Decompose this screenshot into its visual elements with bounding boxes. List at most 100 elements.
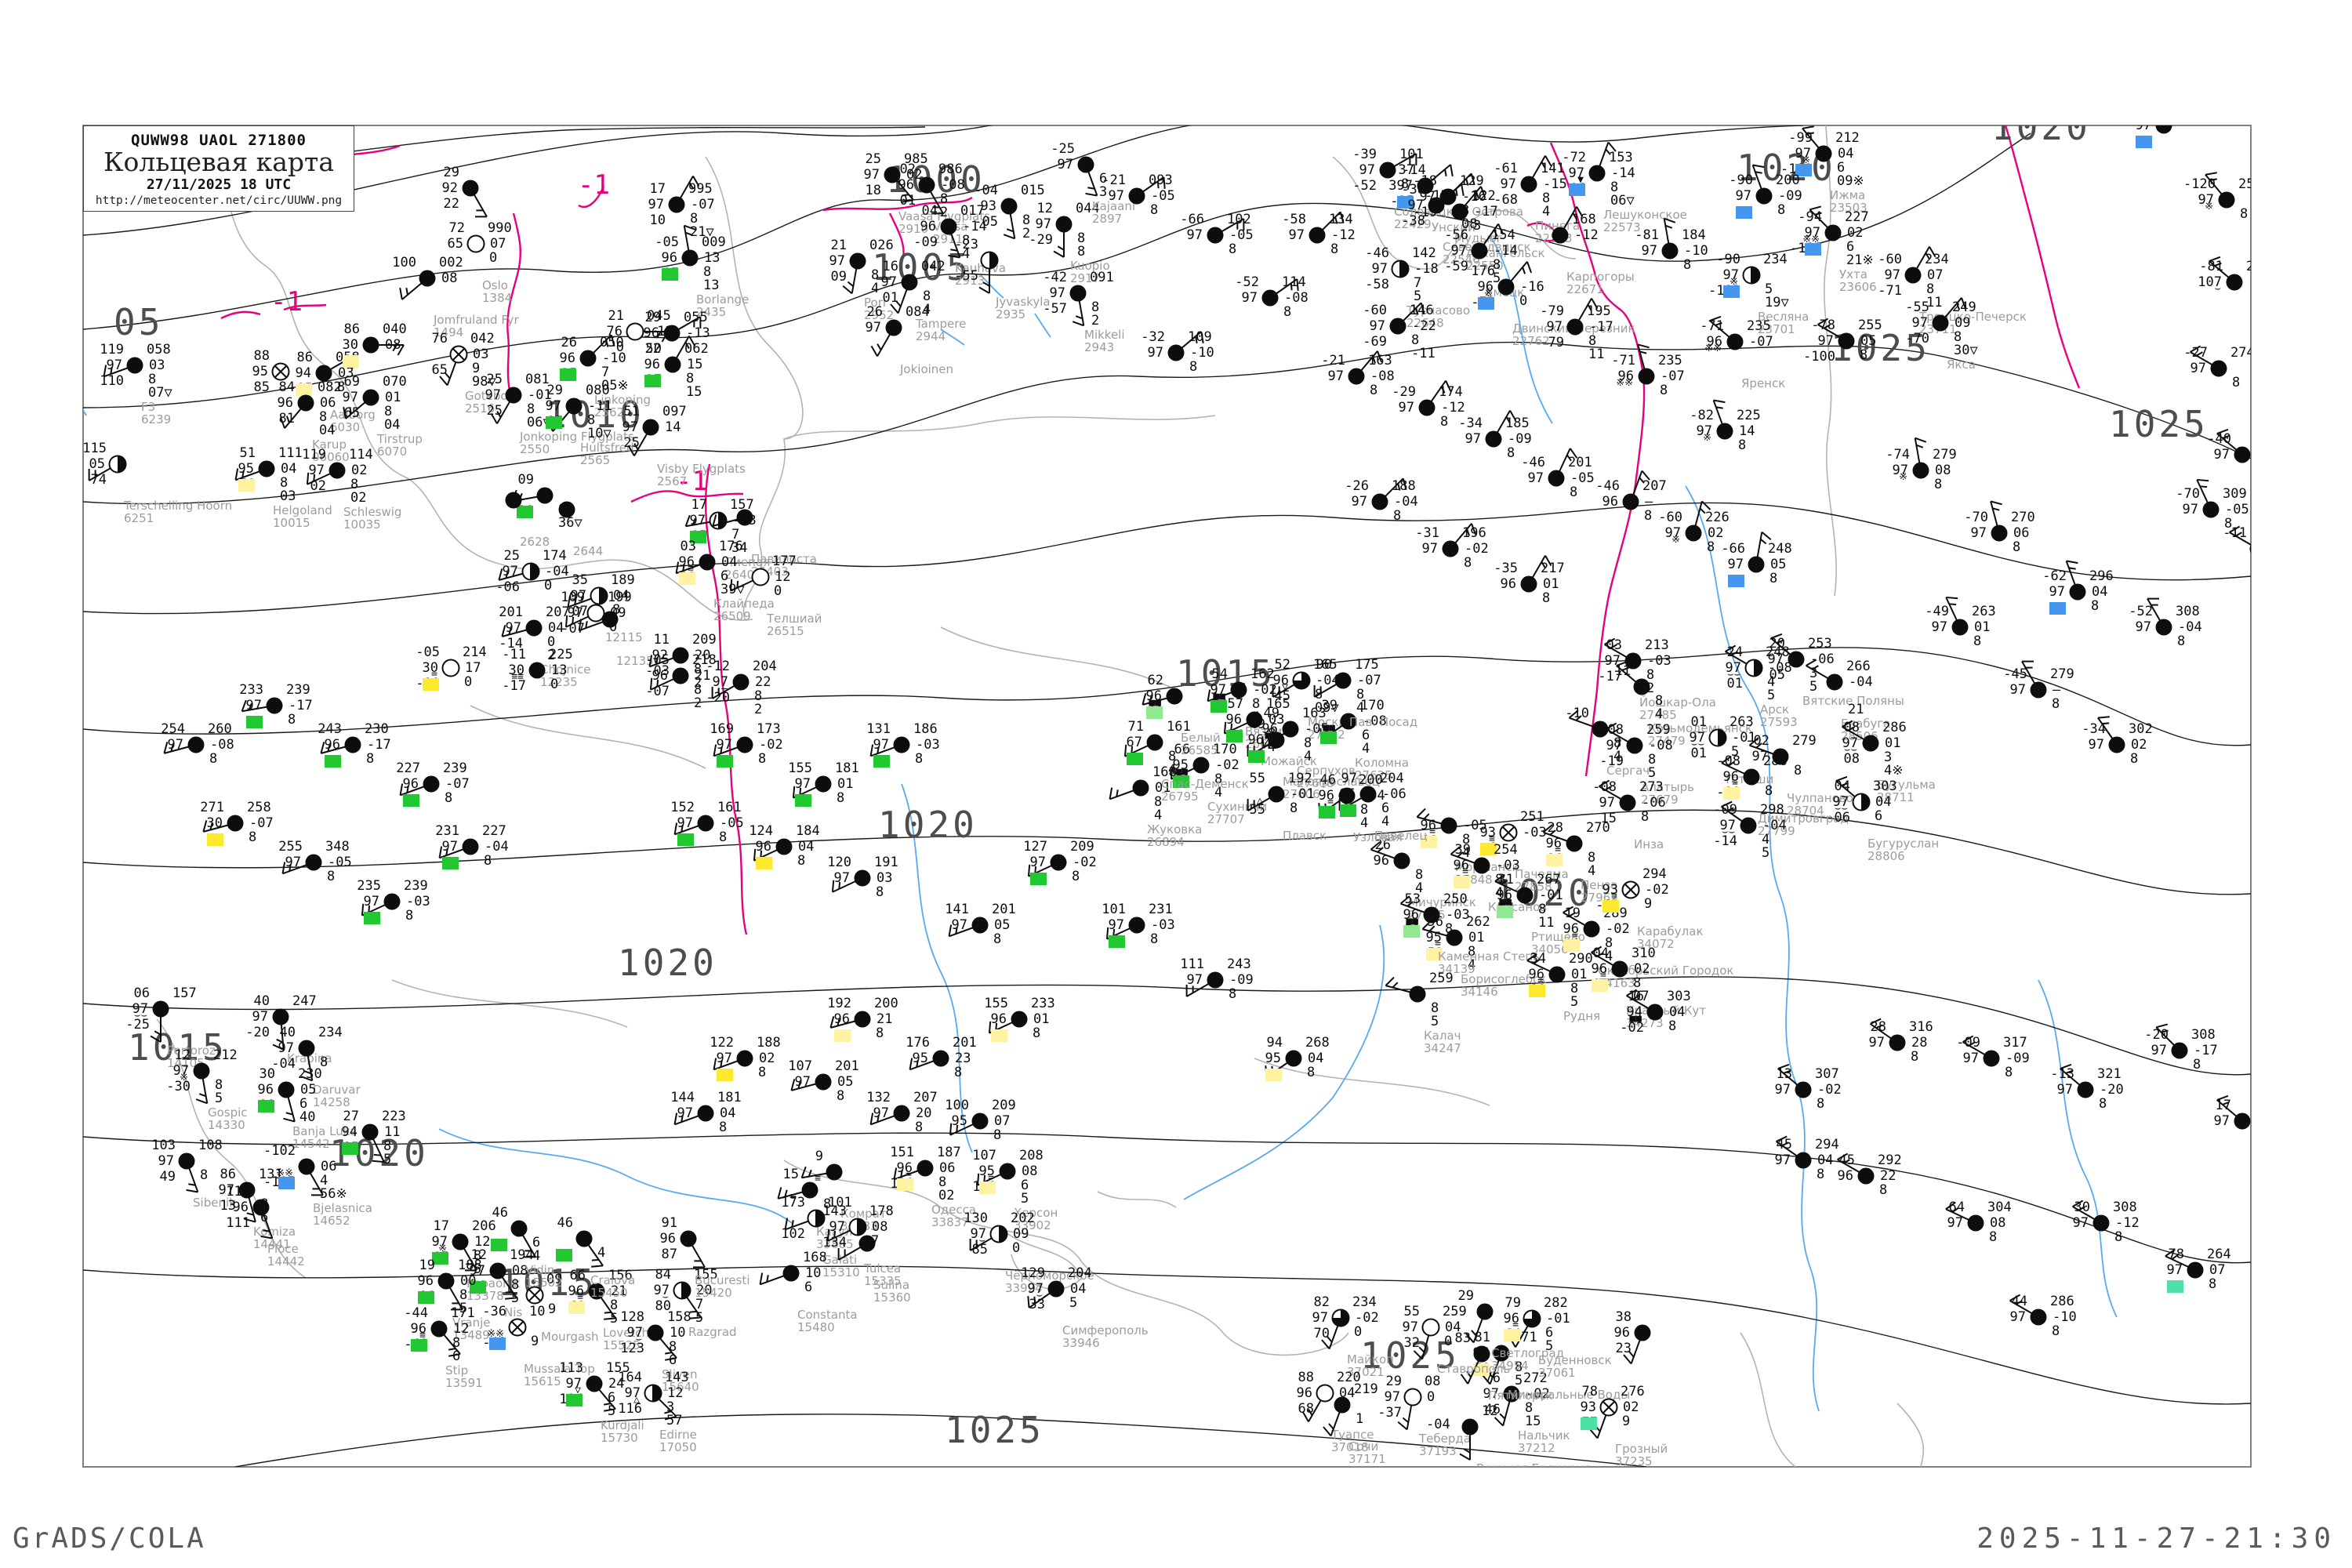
svg-text:⌣⌣: ⌣⌣ (1722, 826, 1735, 838)
svg-text:97: 97 (285, 855, 301, 870)
svg-text:8: 8 (754, 688, 762, 704)
svg-text:8: 8 (719, 1120, 727, 1135)
svg-text:Ploce: Ploce (267, 1242, 299, 1256)
cloud-cover-icon (1897, 78, 1914, 95)
cloud-cover-icon (1548, 470, 1565, 487)
svg-text:Ухта: Ухта (1839, 267, 1867, 281)
svg-text:-14: -14 (499, 636, 523, 652)
wind-barb-tick (368, 905, 371, 913)
wind-barb-tick (198, 1093, 207, 1098)
cloud-cover-icon (328, 462, 346, 479)
svg-text:-09: -09 (1229, 972, 1254, 988)
svg-text:97: 97 (1947, 1215, 1963, 1231)
svg-text:Сочи: Сочи (1348, 1439, 1378, 1454)
svg-text:-99: -99 (1870, 63, 1894, 78)
weather-station: -02 (302, 53, 345, 85)
wind-barb-tick (507, 96, 515, 105)
isobar-label: 1005 (872, 246, 971, 289)
wind-barb-tick (900, 1170, 903, 1178)
svg-text:308: 308 (2176, 604, 2200, 619)
svg-text:158: 158 (667, 1309, 691, 1325)
svg-text:8: 8 (1360, 802, 1368, 818)
precip-color-square (566, 1394, 583, 1406)
svg-text:8: 8 (1307, 1065, 1315, 1080)
cloud-cover-icon (1951, 619, 1969, 636)
wind-barb-tick (2205, 172, 2217, 176)
cloud-cover-icon (782, 1265, 800, 1282)
svg-text:130: 130 (964, 1210, 988, 1226)
svg-text:≡: ≡ (1611, 891, 1617, 902)
svg-text:176: 176 (906, 1035, 930, 1051)
svg-text:Kuopio: Kuopio (1070, 259, 1110, 273)
svg-text:6: 6 (720, 568, 728, 584)
svg-text:-90: -90 (1716, 252, 1740, 267)
svg-text:153: 153 (1609, 150, 1633, 165)
wind-barb-tick (1637, 343, 1650, 349)
wind-barb-tick (1170, 767, 1174, 779)
svg-text:97: 97 (1963, 1051, 1979, 1066)
precip-color-square (679, 572, 695, 585)
cloud-cover-icon (505, 492, 522, 509)
svg-text:-02: -02 (1355, 1310, 1379, 1326)
svg-text:-07: -07 (249, 815, 274, 831)
svg-text:8: 8 (1973, 633, 1981, 649)
svg-text:22: 22 (1880, 1168, 1896, 1184)
svg-text:95: 95 (913, 1051, 928, 1066)
cloud-cover-icon (1583, 920, 1600, 938)
svg-text:8: 8 (1934, 477, 1942, 492)
svg-text:-02: -02 (1253, 682, 1277, 698)
svg-text:-06: -06 (1810, 652, 1835, 667)
precip-color-square (1592, 979, 1608, 992)
svg-text:279: 279 (1792, 733, 1817, 749)
svg-text:8: 8 (1493, 257, 1501, 273)
svg-text:Aalborg: Aalborg (330, 408, 376, 422)
cloud-cover-icon (854, 1011, 871, 1028)
cloud-cover-icon (1520, 575, 1537, 593)
svg-text:4: 4 (1381, 814, 1389, 829)
svg-text:08: 08 (1425, 1374, 1440, 1389)
svg-text:-99: -99 (1788, 130, 1813, 146)
svg-text:045: 045 (647, 308, 671, 324)
svg-text:65: 65 (432, 362, 448, 378)
weather-station: 789377276029Грозный37235 (1581, 1384, 1668, 1467)
svg-text:06▽: 06▽ (1610, 193, 1635, 209)
svg-text:109: 109 (1188, 329, 1212, 345)
svg-text:294: 294 (1642, 866, 1667, 882)
cloud-cover-icon (1338, 787, 1356, 804)
cloud-cover-icon (971, 916, 989, 934)
svg-text:-38: -38 (1401, 182, 1425, 198)
svg-text:119: 119 (100, 342, 124, 358)
svg-text:-14: -14 (1402, 162, 1426, 178)
svg-text:08: 08 (385, 337, 401, 353)
wind-barb-tick (122, 66, 132, 72)
svg-text:28806: 28806 (1867, 849, 1905, 863)
wind-barb-tick (1466, 1370, 1472, 1378)
wind-barb-tick (1777, 1063, 1790, 1069)
svg-text:-60: -60 (1878, 252, 1902, 267)
svg-text:8: 8 (445, 790, 452, 806)
svg-text:96: 96 (749, 53, 764, 69)
wind-barb-tick (1544, 155, 1552, 167)
svg-text:97: 97 (432, 1234, 448, 1250)
svg-text:Рудня: Рудня (1563, 1009, 1600, 1023)
svg-text:98▽: 98▽ (472, 374, 496, 390)
svg-text:8: 8 (1989, 1229, 1997, 1245)
wind-barb-tick (1475, 191, 1480, 199)
isobar-label: 1025 (2109, 403, 2209, 445)
svg-text:154: 154 (1491, 227, 1515, 243)
svg-text:0: 0 (489, 250, 497, 266)
svg-text:21▽: 21▽ (690, 224, 714, 240)
svg-text:57: 57 (666, 1413, 682, 1428)
svg-text:97: 97 (2214, 1113, 2230, 1129)
svg-text:46: 46 (557, 1215, 573, 1231)
svg-text:=: = (1600, 970, 1606, 982)
svg-text:97: 97 (1665, 525, 1681, 541)
svg-text:8: 8 (1033, 1025, 1040, 1041)
svg-text:8: 8 (1431, 1000, 1439, 1016)
